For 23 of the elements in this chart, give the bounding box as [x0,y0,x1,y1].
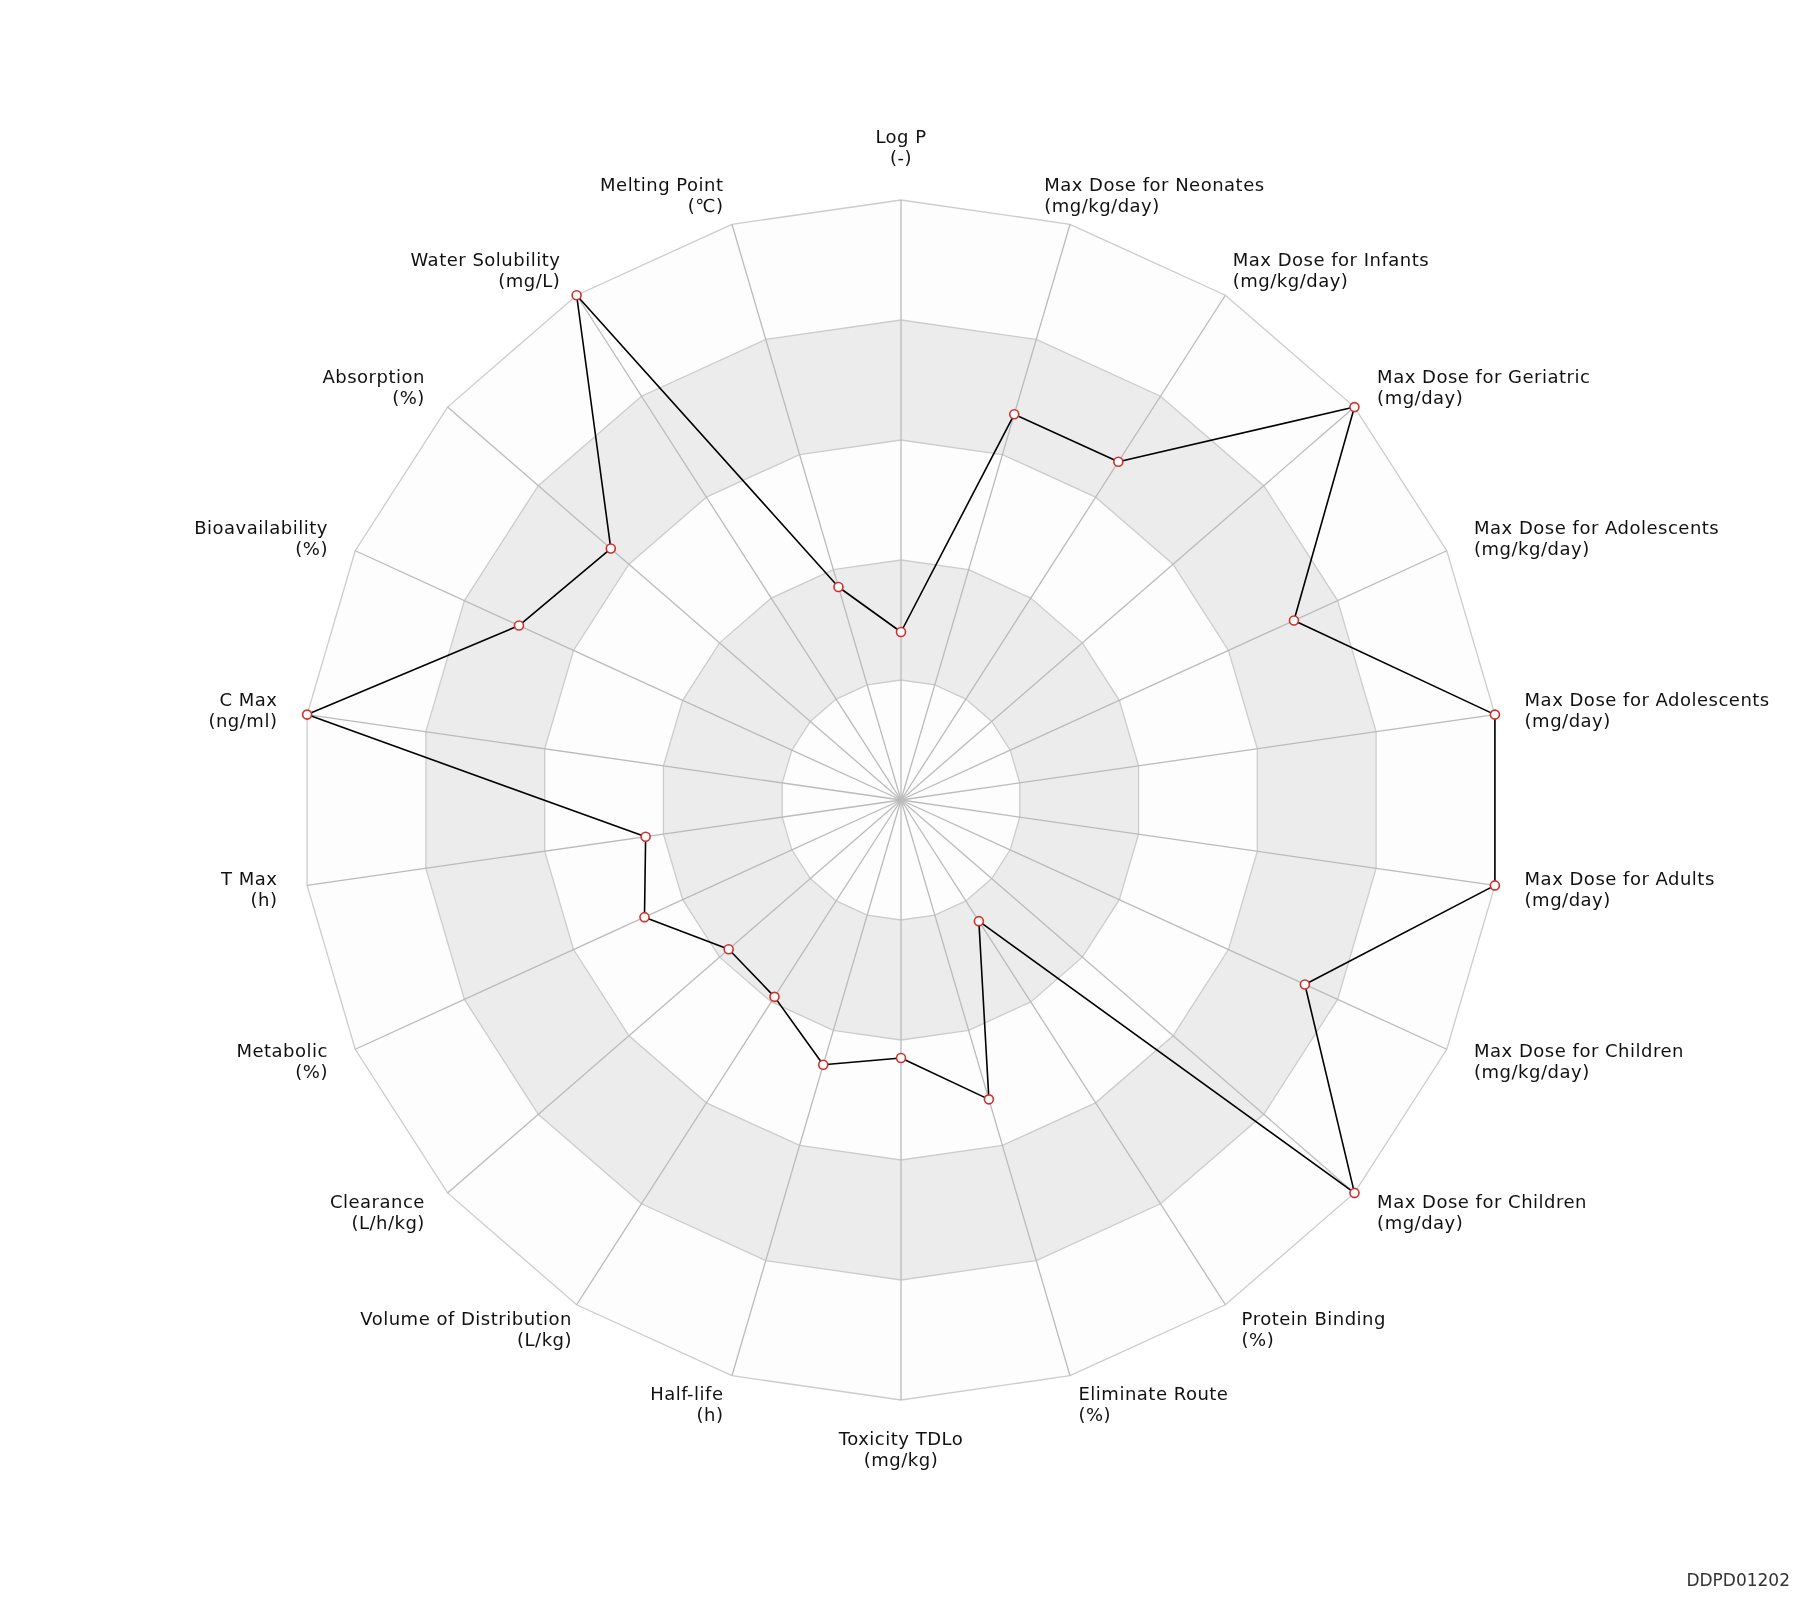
spoke-label: Max Dose for Adolescents (mg/day) [1524,688,1770,731]
spoke-label: Eliminate Route (%) [1078,1382,1229,1425]
spoke-label: T Max (h) [219,868,278,911]
spoke-label: Log P (-) [875,126,927,168]
spoke-label: Toxicity TDLo (mg/kg) [837,1428,964,1470]
spoke-label: Half-life (h) [650,1382,724,1425]
text: DDPD01202 [1686,1570,1790,1590]
spoke-label: Bioavailability (%) [194,516,328,559]
spoke-label: Max Dose for Infants (mg/kg/day) [1232,248,1430,291]
spoke-label: Water Solubility (mg/L) [410,248,561,291]
spoke-label: Volume of Distribution (L/kg) [360,1308,573,1351]
spoke-label: Max Dose for Geriatric (mg/day) [1377,365,1591,408]
spoke-label: Max Dose for Adults (mg/day) [1524,868,1715,911]
spoke-label: Max Dose for Children (mg/kg/day) [1474,1040,1684,1083]
spoke-label: C Max (ng/ml) [208,688,278,731]
spoke-label: Protein Binding (%) [1241,1308,1386,1351]
spoke-label: Max Dose for Adolescents (mg/kg/day) [1474,516,1720,559]
spoke-label: Metabolic (%) [236,1040,328,1083]
spoke-label: Melting Point (℃) [600,174,724,217]
spoke-label: Absorption (%) [322,365,425,408]
spoke-label: Max Dose for Children (mg/day) [1377,1191,1587,1234]
spoke-label: Clearance (L/h/kg) [329,1191,425,1234]
spoke-label: Max Dose for Neonates (mg/kg/day) [1044,174,1265,217]
